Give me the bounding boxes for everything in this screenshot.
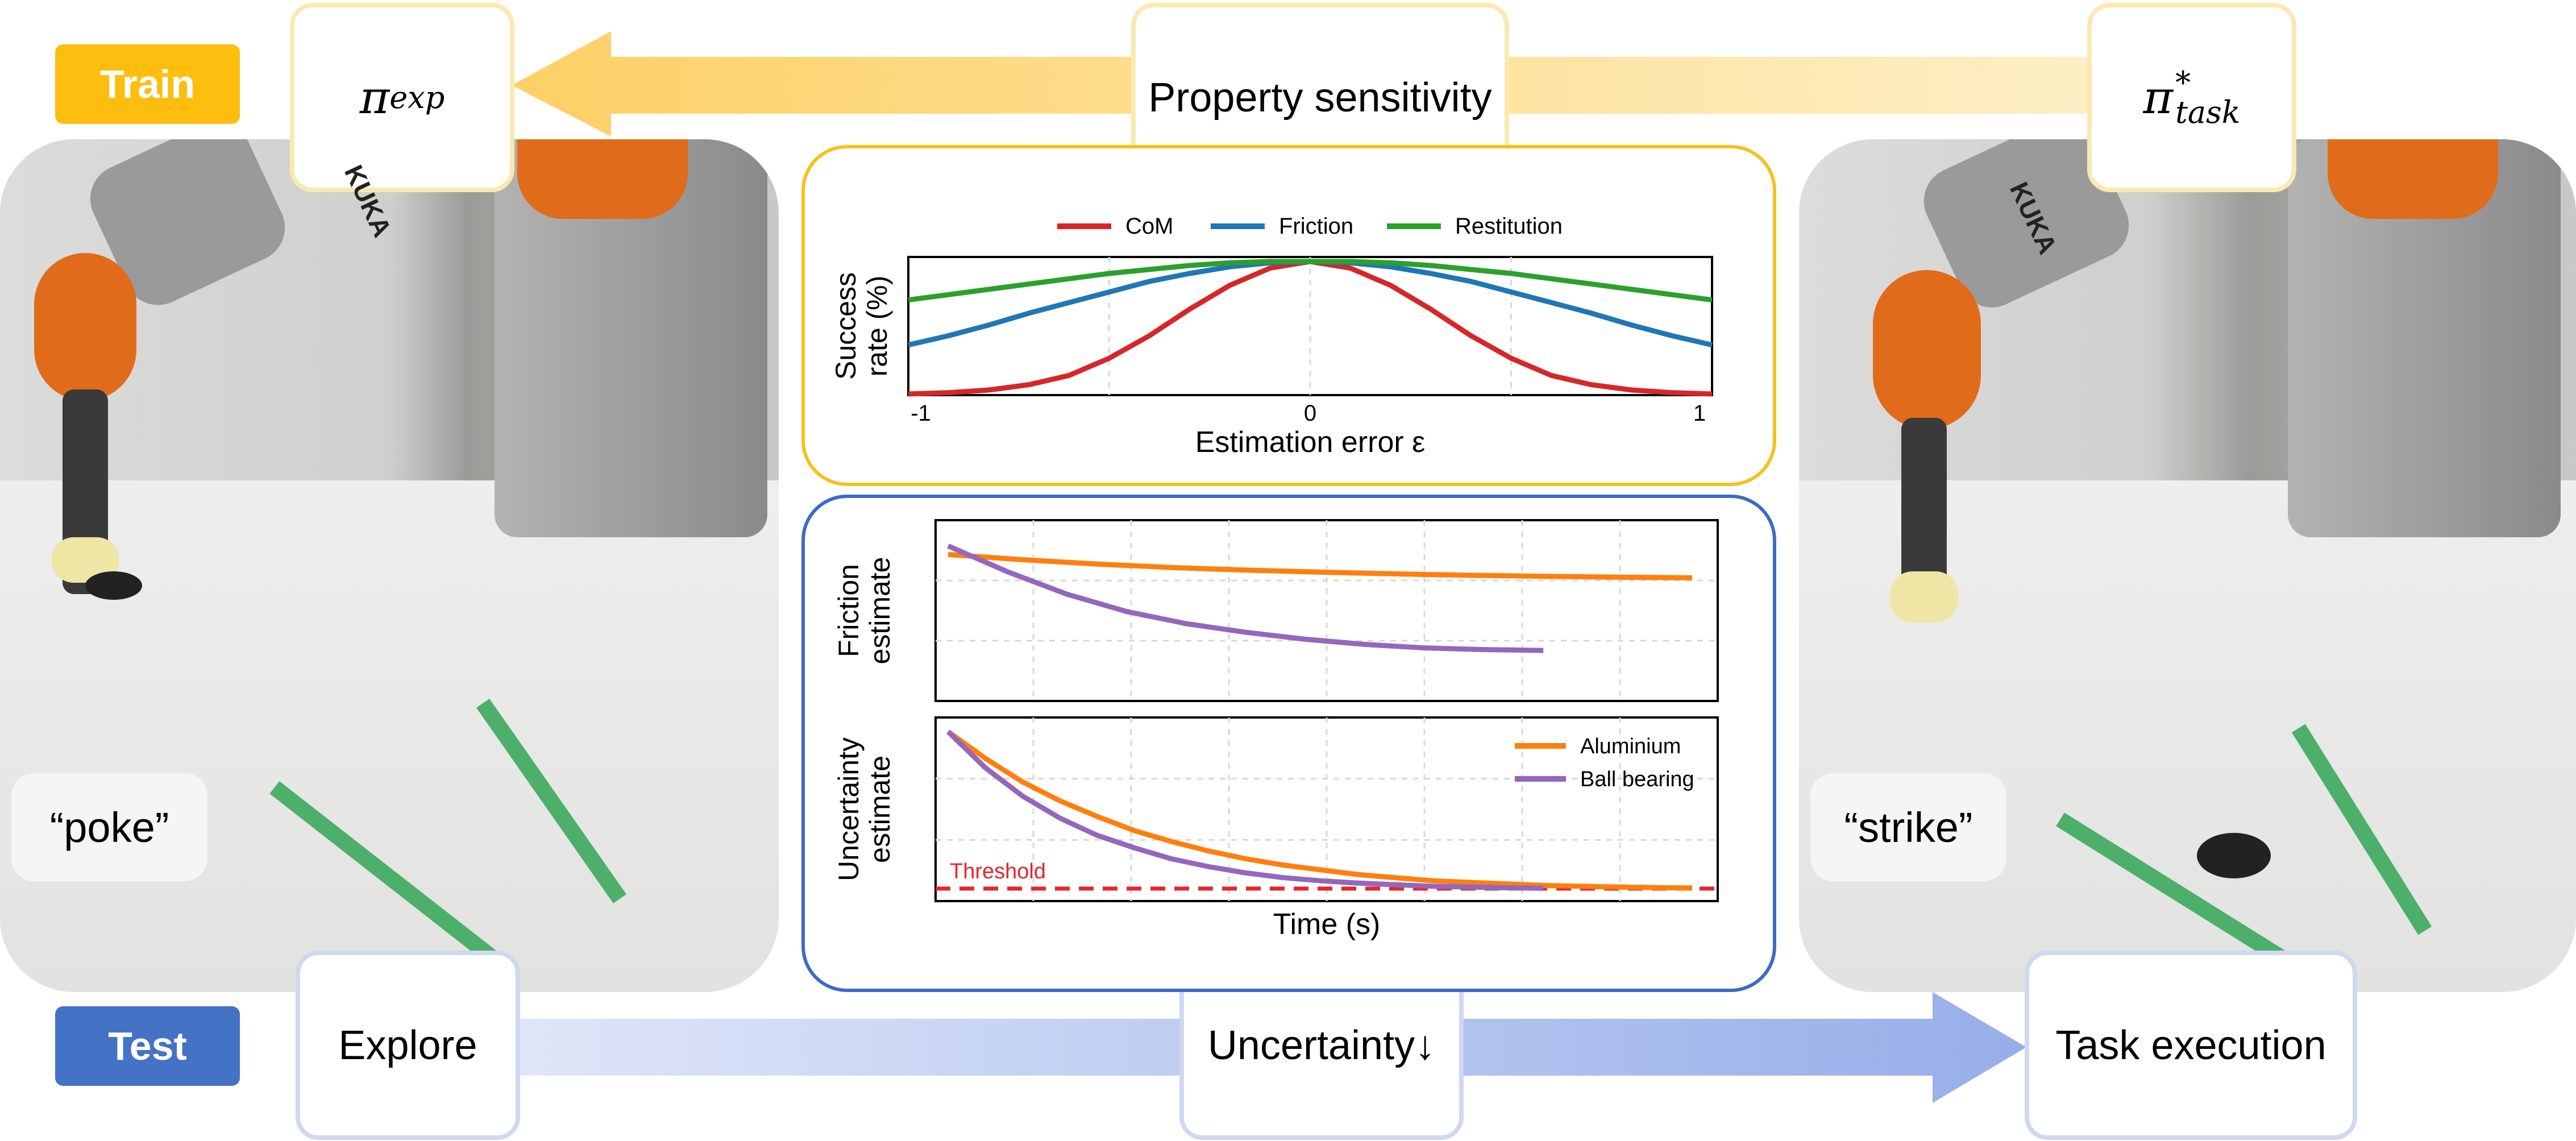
pi-task-symbol: π xyxy=(2143,71,2174,124)
uncertainty-y-axis-label-line1: Uncertainty xyxy=(833,737,865,881)
legend-label-friction: Friction xyxy=(1279,214,1353,239)
right-photo xyxy=(1799,139,2576,992)
right-puck xyxy=(2197,833,2271,878)
explore-label: Explore xyxy=(338,1022,477,1068)
pi-task-superscript: * xyxy=(2175,65,2191,101)
threshold-label: Threshold xyxy=(950,860,1046,883)
uncertainty-label: Uncertainty↓ xyxy=(1207,1022,1436,1068)
pi-task-subscript: task xyxy=(2175,94,2241,130)
sensitivity-panel xyxy=(801,145,1776,486)
uncertainty-series-line-ball-bearing xyxy=(946,729,1544,891)
task-execution-box: Task execution xyxy=(2025,951,2357,1140)
poke-label: “poke” xyxy=(11,773,207,881)
friction-series-line-aluminium xyxy=(948,551,1693,580)
left-robot-joint xyxy=(34,253,136,401)
sensitivity-y-axis-label-line1: Success xyxy=(830,272,862,380)
left-photo xyxy=(0,139,779,992)
left-puck xyxy=(85,571,142,600)
right-robot-tip xyxy=(1890,571,1958,623)
sensitivity-y-axis-label-line2: rate (%) xyxy=(861,276,893,377)
sensitivity-x-axis-label: Estimation error ε xyxy=(1195,426,1426,459)
uncertainty-x-axis-label: Time (s) xyxy=(1273,908,1381,941)
sensitivity-x-tick-label: 1 xyxy=(1693,401,1706,426)
series-line-restitution xyxy=(908,259,1713,303)
left-photo-table-top xyxy=(0,480,779,992)
friction-y-axis-label-line1: Friction xyxy=(833,564,865,657)
train-tag: Train xyxy=(55,44,240,124)
sensitivity-x-tick-label: 0 xyxy=(1304,401,1316,426)
pi-exp-box: π exp xyxy=(290,3,514,192)
explore-box: Explore xyxy=(296,951,520,1140)
legend-label-com: CoM xyxy=(1125,214,1173,239)
test-tag: Test xyxy=(55,1006,240,1086)
sensitivity-x-tick-label: -1 xyxy=(911,401,931,426)
task-execution-label: Task execution xyxy=(2055,1022,2326,1068)
left-robot-base-orange xyxy=(517,139,688,219)
uncertainty-legend-label-ball-bearing: Ball bearing xyxy=(1580,767,1694,791)
friction-y-axis-label-line2: estimate xyxy=(864,557,896,665)
pi-exp-symbol: π xyxy=(359,71,390,124)
uncertainty-legend-label-aluminium: Aluminium xyxy=(1580,735,1681,758)
robot-brand-label: KUKA xyxy=(2004,177,2063,258)
uncertainty-y-axis-label-line2: estimate xyxy=(864,756,896,863)
pi-task-box: π * task xyxy=(2087,3,2296,192)
right-robot-joint xyxy=(1873,270,1981,429)
legend-label-restitution: Restitution xyxy=(1455,214,1563,239)
friction-series-line-ball-bearing xyxy=(947,543,1544,653)
strike-label: “strike” xyxy=(1810,773,2006,881)
uncertainty-series-line-aluminium xyxy=(946,729,1693,891)
right-robot-base-orange xyxy=(2328,139,2498,219)
pi-exp-subscript: exp xyxy=(389,80,445,115)
property-sensitivity-label: Property sensitivity xyxy=(1148,74,1492,121)
robot-brand-label: KUKA xyxy=(339,160,397,241)
